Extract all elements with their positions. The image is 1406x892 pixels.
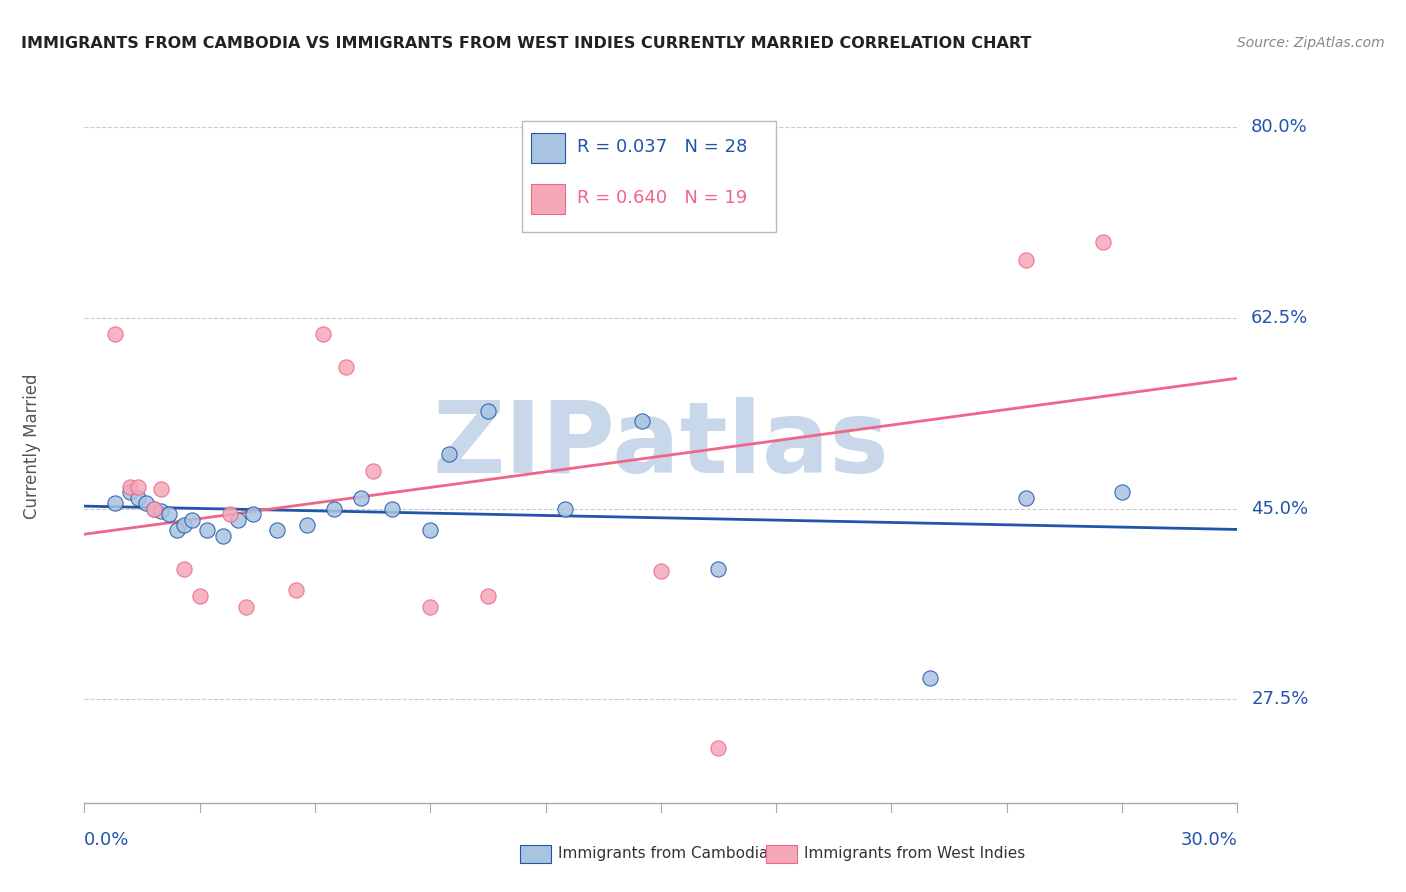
Point — [297, 518, 319, 533]
Point — [419, 524, 441, 538]
Point — [311, 327, 333, 342]
Point — [381, 501, 404, 516]
FancyBboxPatch shape — [523, 121, 776, 232]
Point — [707, 741, 730, 756]
Point — [150, 504, 173, 518]
Text: 62.5%: 62.5% — [1251, 309, 1309, 327]
Text: Source: ZipAtlas.com: Source: ZipAtlas.com — [1237, 36, 1385, 50]
Point — [142, 501, 165, 516]
Point — [335, 359, 357, 374]
Text: R = 0.037   N = 28: R = 0.037 N = 28 — [576, 138, 747, 156]
Point — [142, 501, 165, 516]
Point — [554, 501, 576, 516]
Point — [127, 491, 149, 505]
Point — [361, 463, 384, 477]
Point — [650, 564, 672, 578]
Text: Immigrants from West Indies: Immigrants from West Indies — [804, 847, 1025, 861]
Point — [120, 480, 142, 494]
Point — [104, 496, 127, 510]
Text: 27.5%: 27.5% — [1251, 690, 1309, 708]
Point — [266, 524, 288, 538]
Point — [1111, 485, 1133, 500]
Point — [173, 561, 195, 575]
Point — [104, 327, 127, 342]
Point — [188, 589, 211, 603]
Text: Currently Married: Currently Married — [24, 373, 42, 519]
Point — [226, 512, 249, 526]
Text: Immigrants from Cambodia: Immigrants from Cambodia — [558, 847, 769, 861]
Point — [350, 491, 373, 505]
Text: 45.0%: 45.0% — [1251, 500, 1309, 517]
Point — [127, 480, 149, 494]
Point — [439, 447, 461, 461]
Point — [157, 507, 180, 521]
Point — [242, 507, 264, 521]
Text: 30.0%: 30.0% — [1181, 831, 1237, 849]
Point — [918, 671, 941, 685]
Point — [135, 496, 157, 510]
Point — [1015, 491, 1038, 505]
Point — [323, 501, 346, 516]
Point — [235, 599, 257, 614]
FancyBboxPatch shape — [530, 133, 565, 162]
Text: IMMIGRANTS FROM CAMBODIA VS IMMIGRANTS FROM WEST INDIES CURRENTLY MARRIED CORREL: IMMIGRANTS FROM CAMBODIA VS IMMIGRANTS F… — [21, 36, 1032, 51]
Point — [477, 403, 499, 417]
Point — [419, 599, 441, 614]
Point — [284, 583, 307, 598]
Point — [477, 589, 499, 603]
Point — [173, 518, 195, 533]
Point — [1091, 235, 1114, 249]
Point — [166, 524, 188, 538]
Text: ZIPatlas: ZIPatlas — [433, 398, 889, 494]
Point — [1015, 253, 1038, 268]
Point — [150, 482, 173, 496]
Point — [219, 507, 242, 521]
Point — [630, 415, 652, 429]
Text: 80.0%: 80.0% — [1251, 119, 1308, 136]
FancyBboxPatch shape — [530, 184, 565, 214]
Point — [707, 561, 730, 575]
Point — [195, 524, 218, 538]
Point — [181, 512, 204, 526]
Point — [211, 529, 233, 543]
Text: 0.0%: 0.0% — [84, 831, 129, 849]
Point — [120, 485, 142, 500]
Text: R = 0.640   N = 19: R = 0.640 N = 19 — [576, 189, 747, 207]
